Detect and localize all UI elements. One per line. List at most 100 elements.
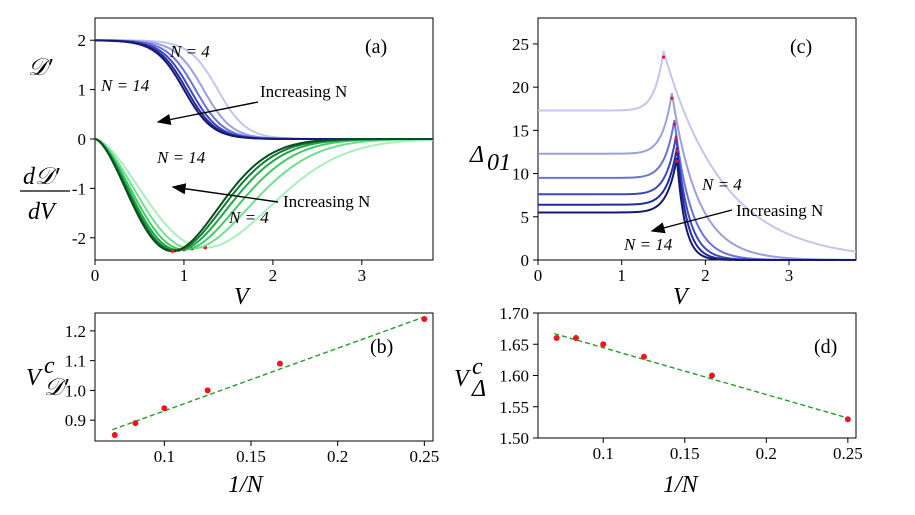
x-tick-label: 0.15 bbox=[236, 447, 266, 466]
data-point bbox=[709, 372, 716, 379]
y-tick-label: 20 bbox=[512, 78, 529, 97]
series-dD-N4 bbox=[94, 138, 434, 249]
y-tick-label: 0 bbox=[521, 251, 530, 270]
panel-d-plot bbox=[553, 332, 851, 423]
panel-c-ticks: 0 1 2 3 0 5 10 15 20 25 bbox=[512, 35, 793, 285]
panel-a-ylabel-top: 𝒟′ bbox=[28, 55, 53, 81]
x-tick-label: 1 bbox=[617, 266, 626, 285]
y-tick-label: 15 bbox=[512, 121, 529, 140]
panel-a-ticks: 0 1 2 3 2 1 0 -1 -2 bbox=[72, 31, 366, 285]
series-dD-N12 bbox=[94, 138, 433, 252]
x-tick-label: 0.1 bbox=[154, 447, 175, 466]
series-delta-N14 bbox=[538, 157, 856, 261]
series-delta-N6 bbox=[538, 93, 856, 261]
y-tick-label: 1.65 bbox=[499, 335, 529, 354]
series-dD-N8 bbox=[94, 138, 433, 251]
delta-peak-marker bbox=[672, 122, 677, 126]
data-point bbox=[111, 432, 118, 439]
panel-d-ticks: 0.1 0.15 0.2 0.25 1.50 1.55 1.60 1.65 1.70 bbox=[499, 304, 862, 463]
delta-peak-marker bbox=[670, 96, 674, 100]
panel-b-plot bbox=[111, 315, 428, 439]
panel-a-arrow-top bbox=[156, 101, 259, 126]
y-tick-label: 1.2 bbox=[65, 322, 86, 341]
panel-c-frame bbox=[537, 17, 857, 261]
data-point bbox=[421, 315, 428, 322]
panel-c-xlabel: V bbox=[673, 284, 690, 310]
panel-c-ylabel-sub: 01 bbox=[487, 150, 511, 176]
panel-b-ylabel: V bbox=[26, 365, 43, 391]
fit-line bbox=[112, 316, 425, 431]
y-tick-label: 1.0 bbox=[65, 381, 86, 400]
x-tick-label: 2 bbox=[269, 266, 278, 285]
panel-a-xlabel: V bbox=[234, 284, 251, 310]
data-point bbox=[600, 341, 607, 348]
data-point bbox=[276, 360, 283, 367]
panel-d-xlabel: 1/N bbox=[663, 472, 700, 498]
data-point bbox=[204, 387, 211, 394]
panel-a-note-n14-top: N = 14 bbox=[100, 76, 150, 95]
series-dD-N14 bbox=[94, 138, 433, 253]
y-tick-label: -2 bbox=[72, 229, 86, 248]
dD-minimum-marker bbox=[170, 249, 175, 253]
data-point bbox=[641, 353, 647, 360]
panel-b: 0.1 0.15 0.2 0.25 0.9 1.0 1.1 1.2 (b) V c 𝒟′ 1/… bbox=[26, 312, 439, 498]
data-point bbox=[161, 405, 168, 412]
panel-b-label: (b) bbox=[370, 336, 393, 358]
data-point bbox=[572, 335, 579, 341]
panel-a-label: (a) bbox=[365, 36, 387, 58]
panel-a-note-n4-top: N = 4 bbox=[169, 42, 210, 61]
x-tick-label: 0 bbox=[534, 266, 543, 285]
x-tick-label: 2 bbox=[701, 266, 710, 285]
x-tick-label: 0.2 bbox=[327, 447, 348, 466]
series-dD-N10 bbox=[94, 138, 434, 252]
panel-d-label: (d) bbox=[814, 336, 837, 358]
data-point bbox=[844, 416, 851, 423]
delta-peak-marker bbox=[674, 137, 678, 141]
data-point bbox=[553, 335, 560, 341]
panel-b-frame bbox=[94, 312, 434, 442]
panel-c-label: (c) bbox=[790, 36, 812, 58]
panel-c-curves bbox=[538, 50, 857, 261]
panel-d-ylabel-sub: Δ bbox=[471, 376, 486, 402]
x-tick-label: 3 bbox=[358, 266, 367, 285]
delta-peak-marker bbox=[675, 159, 679, 163]
panel-d-ylabel-sup: c bbox=[472, 354, 483, 380]
y-tick-label: 1.70 bbox=[499, 304, 529, 323]
y-tick-label: 1 bbox=[78, 81, 87, 100]
y-tick-label: -1 bbox=[72, 179, 86, 198]
panel-a-note-increasing-bottom: Increasing N bbox=[283, 192, 370, 211]
series-dD-N6 bbox=[94, 138, 434, 250]
x-tick-label: 0.1 bbox=[593, 444, 614, 463]
panel-c-arrow bbox=[650, 209, 733, 234]
y-tick-label: 1.50 bbox=[499, 429, 529, 448]
panel-a-note-n14-bottom: N = 14 bbox=[156, 148, 206, 167]
panel-c-note-increasing: Increasing N bbox=[736, 201, 823, 220]
series-delta-N4 bbox=[538, 50, 857, 253]
panel-a-curves bbox=[94, 39, 434, 253]
y-tick-label: 10 bbox=[512, 165, 529, 184]
y-tick-label: 2 bbox=[78, 31, 87, 50]
y-tick-label: 25 bbox=[512, 35, 529, 54]
panel-b-ticks: 0.1 0.15 0.2 0.25 0.9 1.0 1.1 1.2 bbox=[65, 322, 439, 466]
panel-d: 0.1 0.15 0.2 0.25 1.50 1.55 1.60 1.65 1.70 (d) V… bbox=[454, 304, 863, 498]
x-tick-label: 0.15 bbox=[670, 444, 700, 463]
x-tick-label: 1 bbox=[180, 266, 189, 285]
panel-c-note-n4: N = 4 bbox=[701, 175, 742, 194]
y-tick-label: 1.55 bbox=[499, 398, 529, 417]
y-tick-label: 1.1 bbox=[65, 352, 86, 371]
panel-d-ylabel: V bbox=[454, 366, 471, 392]
panel-d-frame bbox=[537, 312, 857, 439]
panel-c-ylabel: Δ bbox=[469, 142, 484, 168]
data-point bbox=[132, 420, 139, 427]
panel-a-arrow-bottom bbox=[171, 183, 279, 203]
panel-a-note-increasing-top: Increasing N bbox=[260, 82, 347, 101]
fit-line bbox=[554, 332, 849, 419]
delta-peak-marker bbox=[675, 149, 679, 153]
panel-a-ylabel-bottom-num: d𝒟′ bbox=[23, 164, 60, 190]
delta-peak-marker bbox=[661, 55, 666, 59]
panel-b-ylabel-sup: c bbox=[44, 353, 55, 379]
x-tick-label: 3 bbox=[785, 266, 794, 285]
panel-c-note-n14: N = 14 bbox=[623, 235, 673, 254]
y-tick-label: 0.9 bbox=[65, 411, 86, 430]
